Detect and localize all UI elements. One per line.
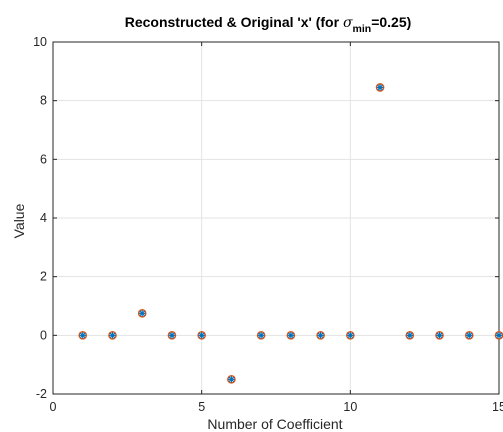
asterisk-marker — [436, 332, 443, 339]
asterisk-marker — [257, 332, 265, 339]
y-tick-label: -2 — [36, 387, 47, 401]
circle-marker — [197, 331, 206, 340]
y-axis-label: Value — [11, 203, 27, 238]
asterisk-marker — [376, 84, 384, 91]
asterisk-marker — [139, 310, 146, 317]
circle-marker — [137, 309, 147, 318]
chart-title: Reconstructed & Original 'x' (for σmin=0… — [125, 14, 412, 35]
y-tick-label: 2 — [40, 270, 47, 284]
asterisk-marker — [79, 332, 86, 339]
axes-box — [52, 41, 500, 395]
circle-marker — [167, 331, 177, 340]
x-tick-label: 15 — [492, 400, 503, 414]
circle-marker — [286, 331, 296, 340]
title-subscript: min — [353, 23, 372, 35]
x-tick-label: 0 — [50, 400, 57, 414]
asterisk-marker — [495, 332, 503, 339]
circle-marker — [464, 331, 474, 340]
circle-marker — [405, 331, 415, 340]
y-tick-label: 6 — [40, 152, 47, 166]
y-tick-label: 0 — [40, 328, 47, 342]
circle-marker — [78, 331, 88, 340]
circle-marker — [346, 331, 355, 340]
x-tick-label: 10 — [343, 400, 357, 414]
data-points — [78, 83, 503, 384]
axes — [52, 41, 500, 395]
circle-marker — [435, 331, 444, 340]
circle-marker — [375, 83, 385, 92]
asterisk-marker — [228, 376, 235, 383]
x-tick-label: 5 — [198, 400, 205, 414]
asterisk-marker — [198, 332, 205, 339]
asterisk-marker — [347, 332, 354, 339]
circle-marker — [108, 331, 117, 340]
x-axis-label: Number of Coefficient — [207, 416, 342, 432]
asterisk-marker — [109, 332, 116, 339]
y-tick-label: 8 — [40, 94, 47, 108]
grid — [53, 42, 499, 394]
asterisk-marker — [168, 332, 176, 339]
circle-marker — [227, 375, 236, 384]
asterisk-marker — [406, 332, 413, 339]
y-tick-label: 10 — [33, 35, 47, 49]
y-tick-label: 4 — [40, 211, 47, 225]
asterisk-marker — [287, 332, 295, 339]
asterisk-marker — [317, 332, 324, 339]
circle-marker — [256, 331, 266, 340]
circle-marker — [316, 331, 325, 340]
asterisk-marker — [466, 332, 473, 339]
